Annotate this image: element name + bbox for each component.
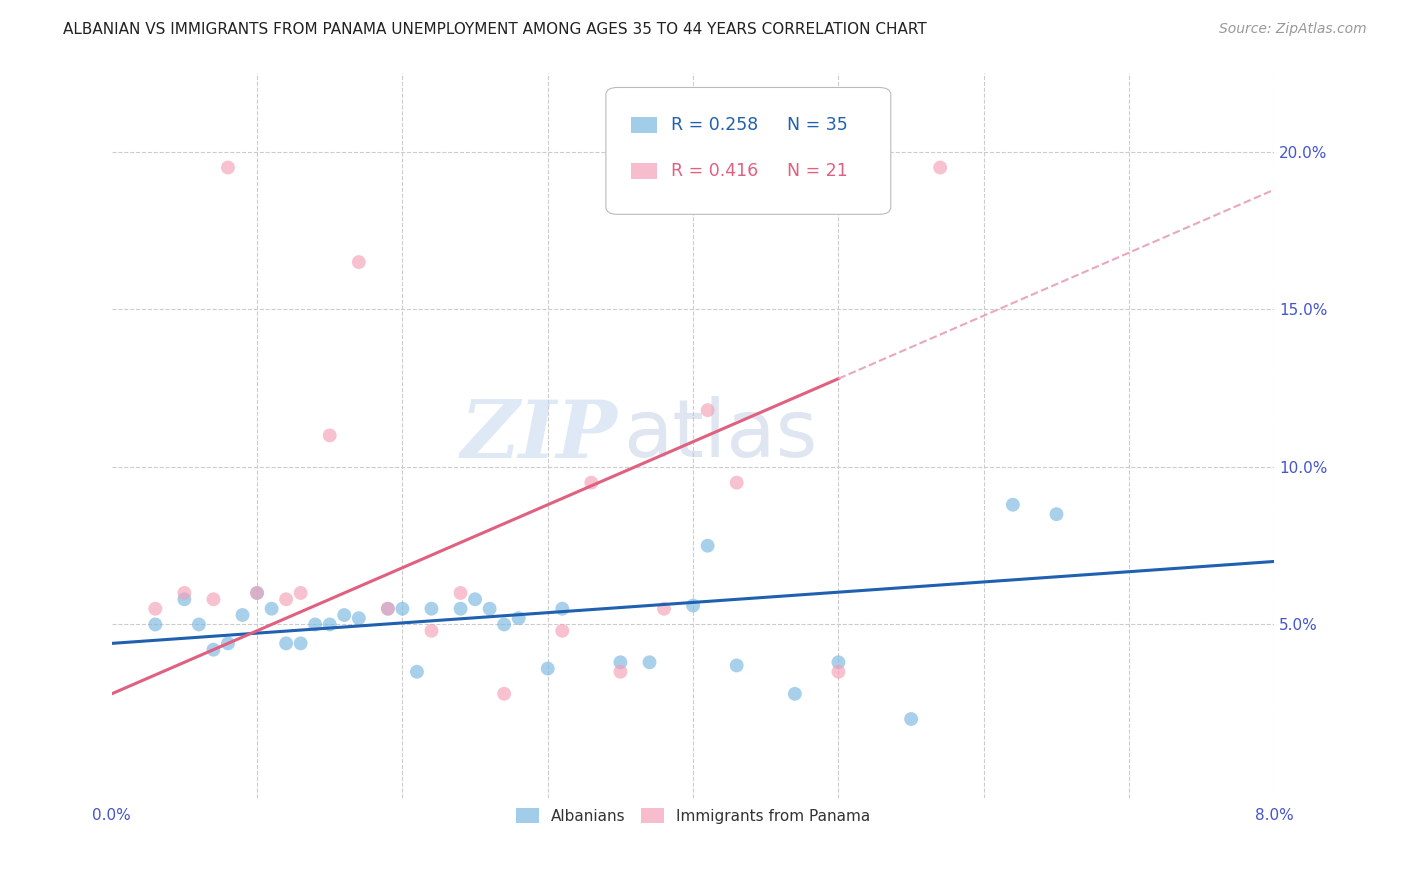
Point (1045, 507, 1067, 521)
Point (173, 586, 195, 600)
Text: R = 0.258: R = 0.258 (671, 116, 758, 134)
Point (827, 655, 849, 669)
Point (638, 655, 661, 669)
Point (420, 601, 443, 615)
Point (187, 617, 209, 632)
Point (696, 539, 718, 553)
Point (494, 687, 516, 701)
Point (319, 617, 342, 632)
Point (696, 403, 718, 417)
Point (319, 428, 342, 442)
Point (276, 592, 298, 607)
Point (551, 624, 574, 638)
Point (347, 255, 370, 269)
Point (609, 655, 631, 669)
Point (478, 601, 501, 615)
Point (173, 592, 195, 607)
Point (464, 592, 486, 607)
Point (217, 161, 239, 175)
Text: atlas: atlas (623, 396, 818, 475)
Point (450, 586, 472, 600)
Point (231, 607, 253, 622)
Point (725, 658, 748, 673)
Point (246, 586, 269, 600)
Point (347, 611, 370, 625)
Point (377, 601, 399, 615)
Point (725, 475, 748, 490)
Point (202, 592, 225, 607)
Text: N = 21: N = 21 (787, 161, 848, 180)
Text: N = 35: N = 35 (787, 116, 848, 134)
Point (391, 601, 413, 615)
Point (537, 662, 560, 676)
Legend: Albanians, Immigrants from Panama: Albanians, Immigrants from Panama (510, 802, 876, 830)
Point (783, 687, 806, 701)
Text: R = 0.416: R = 0.416 (671, 161, 758, 180)
Point (929, 161, 952, 175)
Point (260, 601, 283, 615)
Point (508, 611, 530, 625)
Point (581, 475, 603, 490)
Point (304, 617, 326, 632)
Point (217, 636, 239, 650)
FancyBboxPatch shape (631, 163, 657, 178)
Point (652, 601, 675, 615)
Point (290, 586, 312, 600)
FancyBboxPatch shape (606, 87, 891, 214)
Point (333, 607, 356, 622)
Point (551, 601, 574, 615)
Point (143, 601, 166, 615)
Text: Source: ZipAtlas.com: Source: ZipAtlas.com (1219, 22, 1367, 37)
Point (900, 712, 922, 726)
Point (494, 617, 516, 632)
Point (682, 599, 704, 613)
Text: ZIP: ZIP (461, 397, 617, 475)
Point (609, 665, 631, 679)
Point (202, 642, 225, 657)
Point (290, 636, 312, 650)
FancyBboxPatch shape (631, 117, 657, 133)
Point (420, 624, 443, 638)
Text: ALBANIAN VS IMMIGRANTS FROM PANAMA UNEMPLOYMENT AMONG AGES 35 TO 44 YEARS CORREL: ALBANIAN VS IMMIGRANTS FROM PANAMA UNEMP… (63, 22, 927, 37)
Point (276, 636, 298, 650)
Point (406, 665, 429, 679)
Point (143, 617, 166, 632)
Point (827, 665, 849, 679)
Point (1001, 498, 1024, 512)
Point (377, 601, 399, 615)
Point (450, 601, 472, 615)
Point (246, 586, 269, 600)
